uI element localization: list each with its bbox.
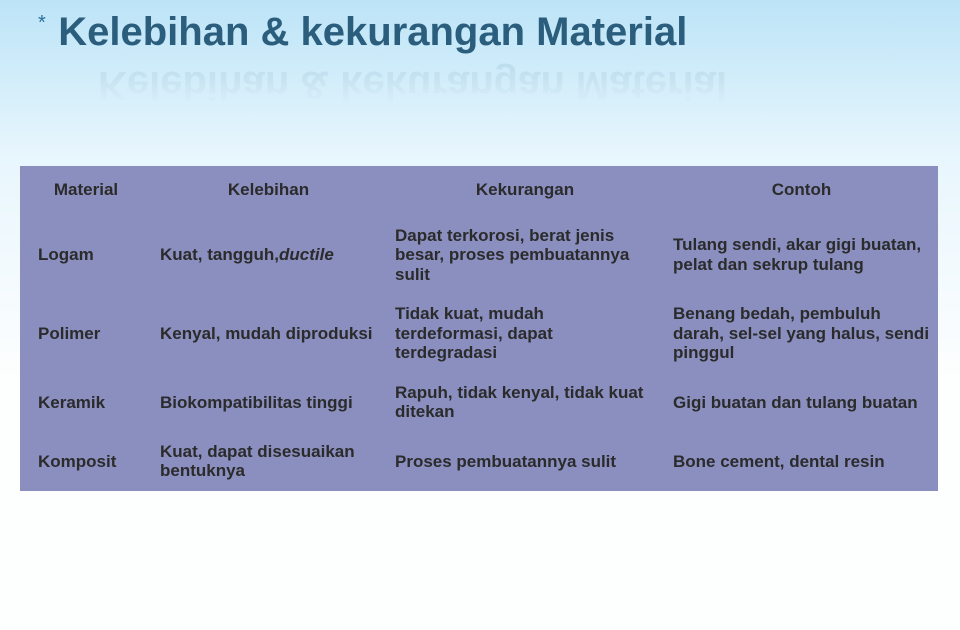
table-row: Polimer Kenyal, mudah diproduksi Tidak k… (20, 294, 938, 373)
table-header-row: Material Kelebihan Kekurangan Contoh (20, 166, 938, 216)
cell-kelebihan: Kenyal, mudah diproduksi (150, 294, 385, 373)
col-header-contoh: Contoh (663, 166, 938, 216)
title-block: * Kelebihan & kekurangan Material Kelebi… (38, 10, 940, 55)
cell-material: Keramik (20, 373, 150, 432)
slide: * Kelebihan & kekurangan Material Kelebi… (0, 0, 960, 630)
kelebihan-italic: ductile (279, 245, 334, 264)
cell-kelebihan: Biokompatibilitas tinggi (150, 373, 385, 432)
cell-contoh: Benang bedah, pembuluh darah, sel-sel ya… (663, 294, 938, 373)
cell-kekurangan: Proses pembuatannya sulit (385, 432, 663, 491)
cell-kelebihan: Kuat, tangguh,ductile (150, 216, 385, 295)
cell-kelebihan: Kuat, dapat disesuaikan bentuknya (150, 432, 385, 491)
cell-material: Komposit (20, 432, 150, 491)
table-row: Komposit Kuat, dapat disesuaikan bentukn… (20, 432, 938, 491)
col-header-kekurangan: Kekurangan (385, 166, 663, 216)
col-header-material: Material (20, 166, 150, 216)
col-header-kelebihan: Kelebihan (150, 166, 385, 216)
cell-contoh: Gigi buatan dan tulang buatan (663, 373, 938, 432)
slide-title-reflection: Kelebihan & kekurangan Material (98, 62, 727, 107)
cell-material: Polimer (20, 294, 150, 373)
table-row: Keramik Biokompatibilitas tinggi Rapuh, … (20, 373, 938, 432)
slide-title: Kelebihan & kekurangan Material (58, 10, 687, 55)
material-table: Material Kelebihan Kekurangan Contoh Log… (20, 166, 938, 491)
table-row: Logam Kuat, tangguh,ductile Dapat terkor… (20, 216, 938, 295)
cell-kekurangan: Dapat terkorosi, berat jenis besar, pros… (385, 216, 663, 295)
kelebihan-text: Kuat, tangguh, (160, 245, 279, 264)
cell-kekurangan: Rapuh, tidak kenyal, tidak kuat ditekan (385, 373, 663, 432)
cell-contoh: Tulang sendi, akar gigi buatan, pelat da… (663, 216, 938, 295)
material-table-wrap: Material Kelebihan Kekurangan Contoh Log… (20, 166, 938, 491)
cell-kekurangan: Tidak kuat, mudah terdeformasi, dapat te… (385, 294, 663, 373)
cell-material: Logam (20, 216, 150, 295)
cell-contoh: Bone cement, dental resin (663, 432, 938, 491)
title-bullet: * (38, 12, 46, 35)
